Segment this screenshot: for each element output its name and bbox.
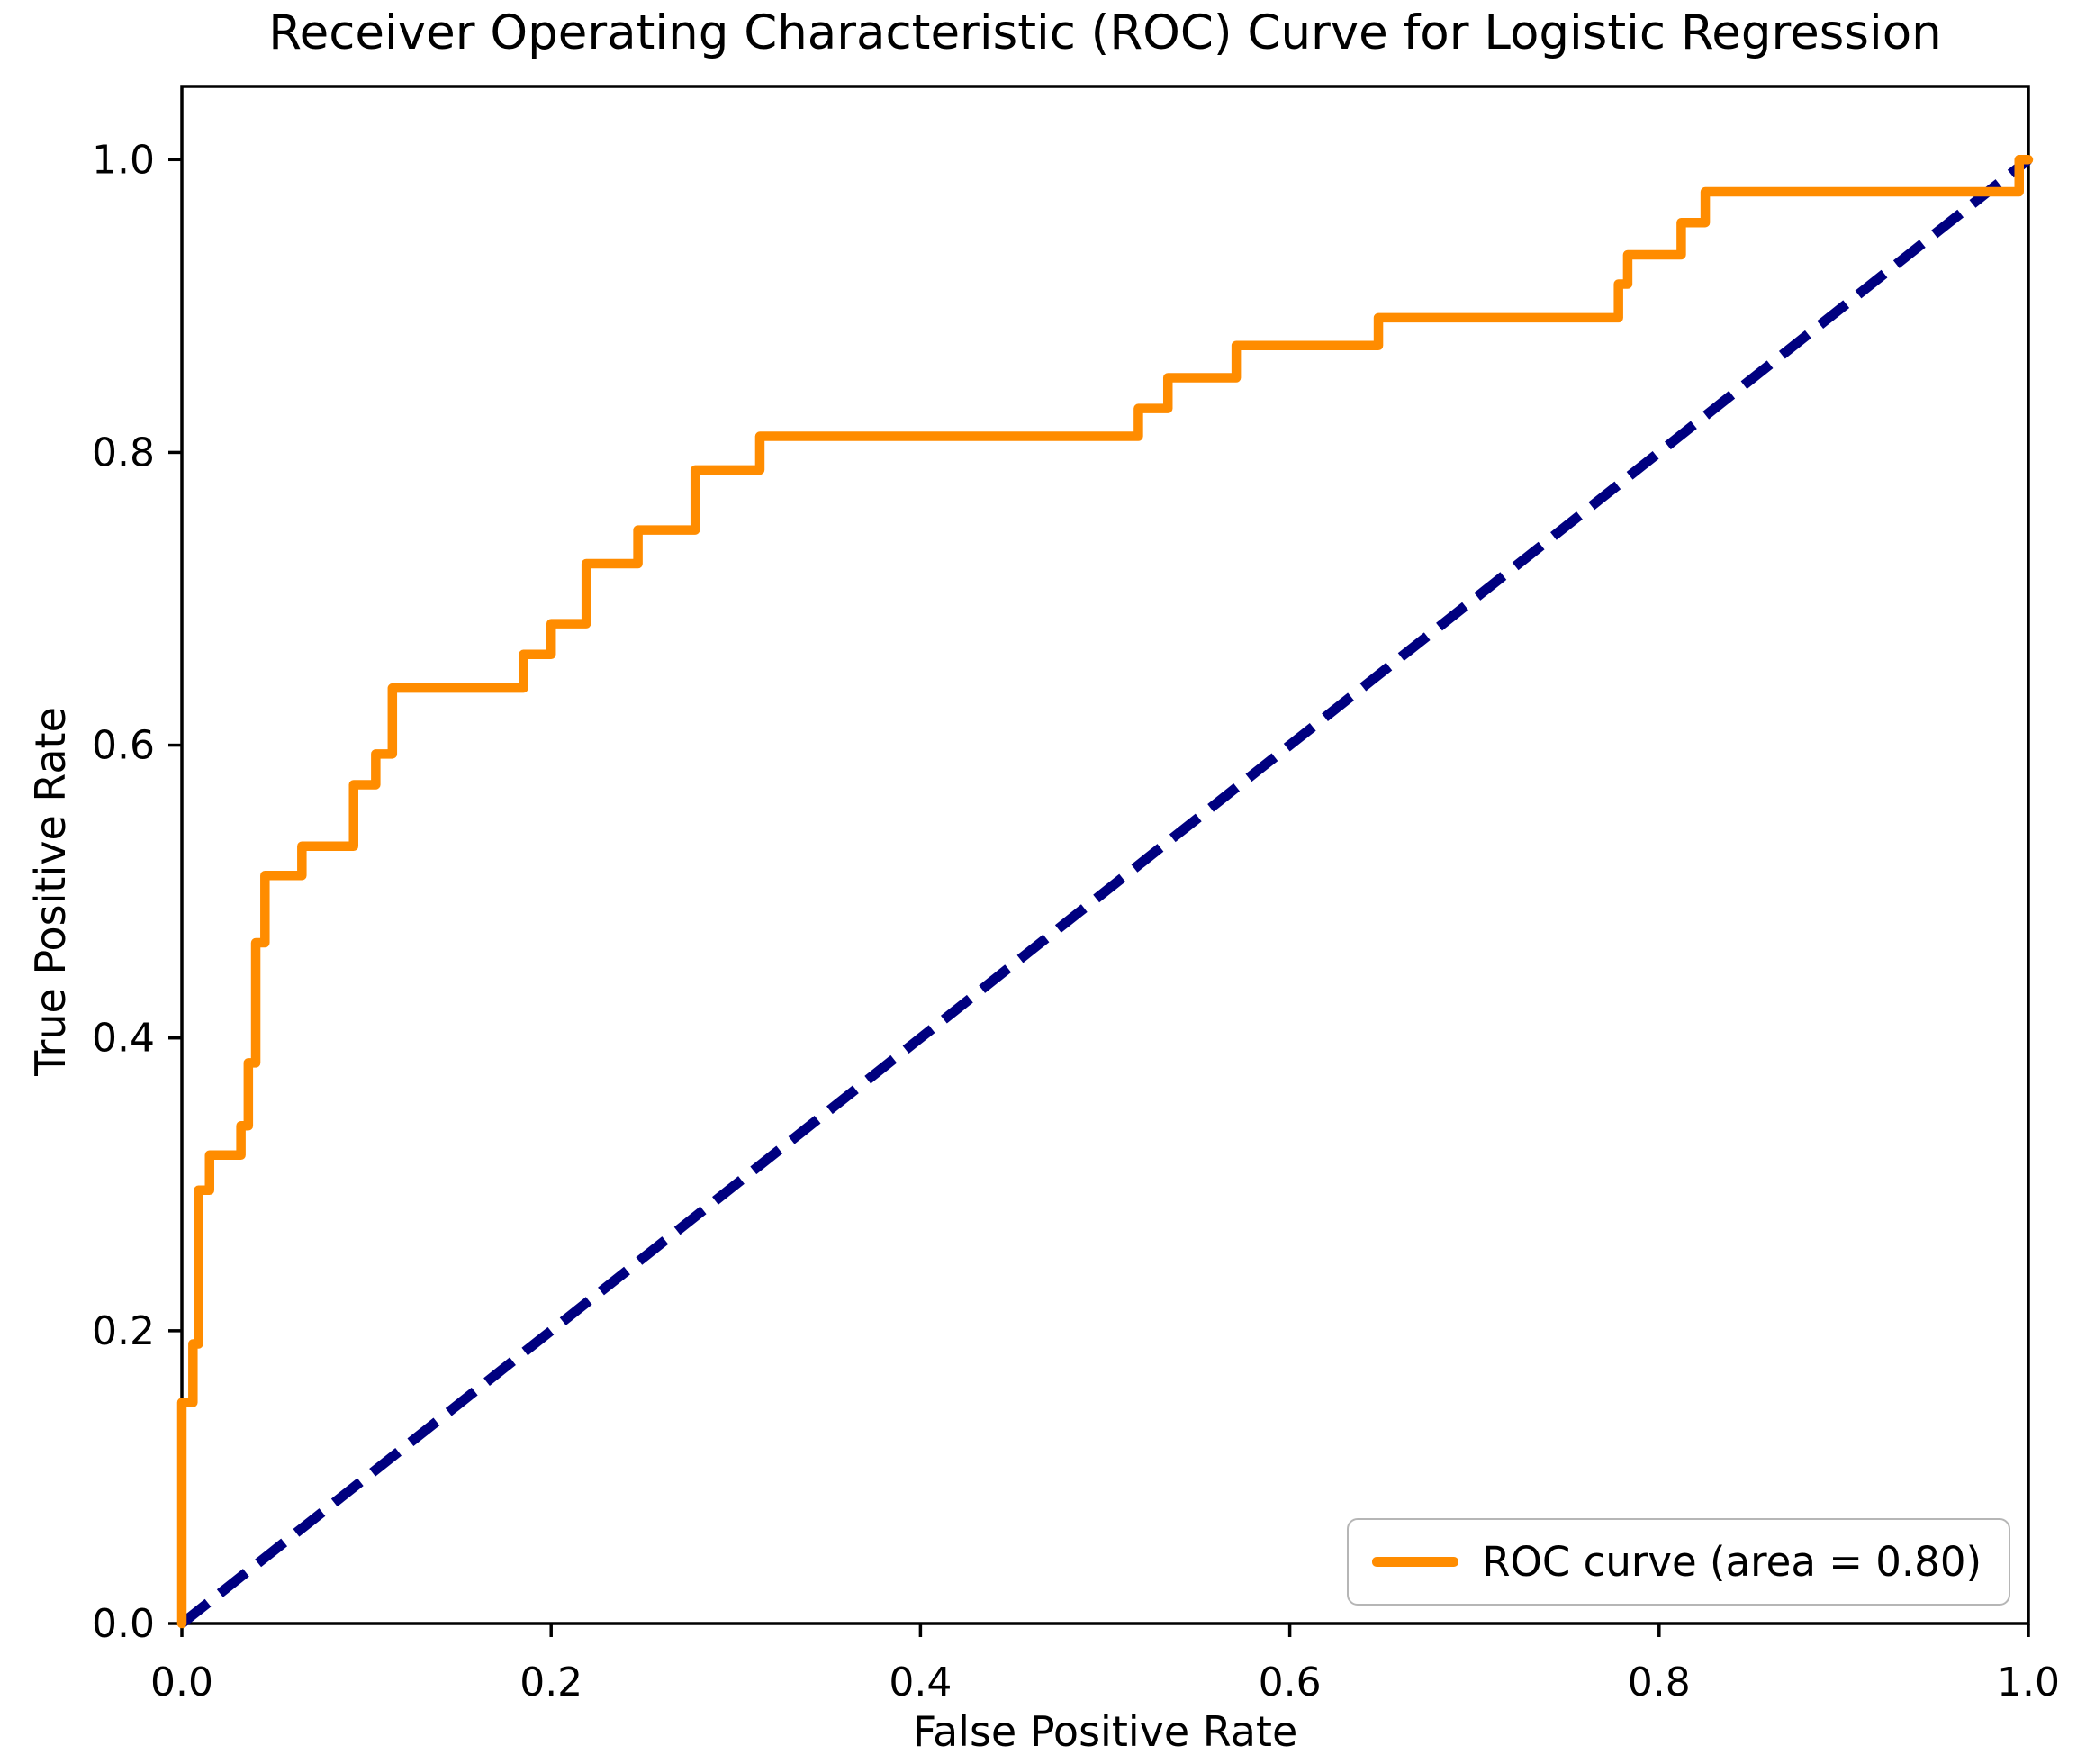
y-tick-label: 0.6 — [92, 723, 155, 769]
y-tick-label: 1.0 — [92, 137, 155, 183]
chart-title: Receiver Operating Characteristic (ROC) … — [268, 5, 1942, 60]
x-tick-label: 0.6 — [1259, 1660, 1322, 1705]
y-tick-label: 0.0 — [92, 1601, 155, 1647]
x-tick-label: 0.2 — [519, 1660, 582, 1705]
y-axis-label: True Positive Rate — [26, 707, 75, 1076]
x-tick-label: 0.4 — [889, 1660, 952, 1705]
y-tick-label: 0.8 — [92, 430, 155, 475]
legend-roc-label: ROC curve (area = 0.80) — [1482, 1538, 1982, 1586]
x-axis-label: False Positive Rate — [912, 1707, 1298, 1756]
chance-diagonal-line — [178, 155, 2032, 1628]
x-tick-label: 0.8 — [1628, 1660, 1691, 1705]
y-tick-label: 0.4 — [92, 1016, 155, 1062]
x-tick-label: 1.0 — [1997, 1660, 2060, 1705]
plot-spines — [180, 85, 2030, 1625]
roc-curve-line — [176, 155, 2034, 1629]
legend-roc-swatch — [1372, 1557, 1459, 1567]
y-tick-label: 0.2 — [92, 1308, 155, 1354]
legend: ROC curve (area = 0.80) — [1347, 1518, 2010, 1606]
x-tick-label: 0.0 — [150, 1660, 213, 1705]
